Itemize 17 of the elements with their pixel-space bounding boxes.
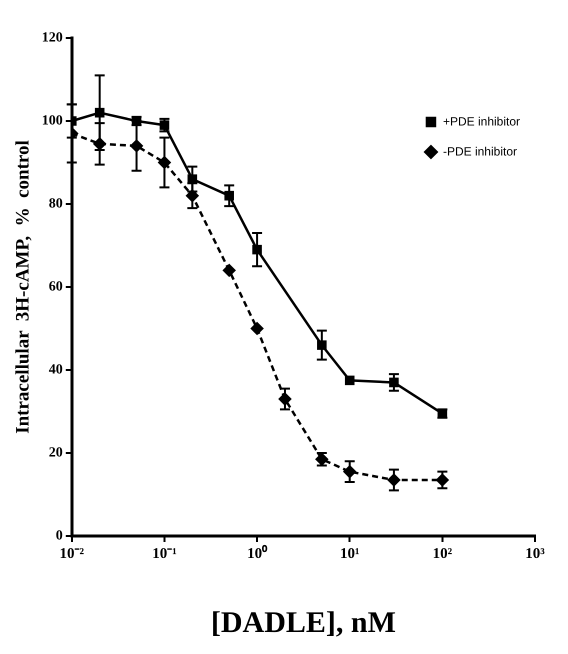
y-axis-title: Intracellular 3H-cAMP, % control <box>12 140 34 434</box>
x-axis-title: [DADLE], nM <box>210 606 396 639</box>
y-tick-label: 0 <box>56 528 63 544</box>
y-tick-label: 100 <box>42 114 63 129</box>
x-tick-label: 10¹ <box>340 546 360 562</box>
x-tick-label: 10⁻² <box>60 546 85 562</box>
legend-label: +PDE inhibitor <box>442 114 520 128</box>
y-tick-label: 80 <box>48 196 63 212</box>
x-tick-label: 10² <box>432 546 453 562</box>
y-tick-label: 60 <box>48 280 63 295</box>
x-tick-label: 10³ <box>525 546 546 562</box>
x-tick-label: 10⁰ <box>247 544 268 562</box>
y-tick-label: 120 <box>42 30 63 46</box>
y-tick-label: 40 <box>48 362 63 378</box>
legend-label: -PDE inhibitor <box>442 144 517 158</box>
y-tick-label: 20 <box>48 446 63 461</box>
x-tick-label: 10⁻¹ <box>152 546 177 562</box>
